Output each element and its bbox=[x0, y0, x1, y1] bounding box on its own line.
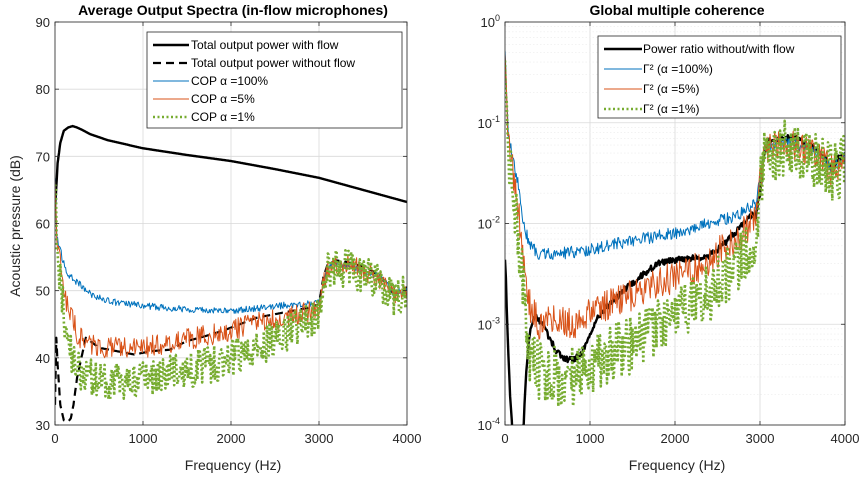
right-chart-legend-label-2: Γ² (α =5%) bbox=[643, 82, 700, 96]
left-chart-legend-label-2: COP α =100% bbox=[191, 74, 268, 88]
left-chart-xtick-label: 1000 bbox=[129, 431, 158, 446]
left-chart-series-line-3 bbox=[55, 181, 407, 359]
left-chart-series-line-0 bbox=[55, 124, 407, 211]
left-chart-xtick-label: 3000 bbox=[305, 431, 334, 446]
left-chart: Average Output Spectra (in-flow micropho… bbox=[7, 2, 421, 473]
right-chart-ytick-base: 10 bbox=[478, 418, 492, 433]
left-chart-legend-label-4: COP α =1% bbox=[191, 110, 255, 124]
right-chart-ytick-label: 10-2 bbox=[478, 215, 500, 232]
right-chart-legend-label-3: Γ² (α =1%) bbox=[643, 102, 700, 116]
left-chart-legend-label-3: COP α =5% bbox=[191, 92, 255, 106]
left-chart-legend-label-1: Total output power without flow bbox=[191, 56, 355, 70]
left-chart-legend-label-0: Total output power with flow bbox=[191, 38, 339, 52]
right-chart-ytick-exponent: -1 bbox=[492, 114, 500, 124]
left-chart-legend-box bbox=[146, 31, 403, 129]
right-chart-ytick-label: 10-3 bbox=[478, 315, 500, 332]
left-chart-ytick-label: 40 bbox=[36, 351, 50, 366]
left-chart-xlabel: Frequency (Hz) bbox=[185, 457, 281, 473]
left-chart-xtick-label: 4000 bbox=[393, 431, 422, 446]
right-chart-legend-label-1: Γ² (α =100%) bbox=[643, 62, 713, 76]
right-chart-ytick-exponent: 0 bbox=[495, 13, 500, 23]
right-chart-series-group bbox=[505, 50, 845, 425]
left-chart-ytick-label: 30 bbox=[36, 418, 50, 433]
left-chart-ytick-label: 80 bbox=[36, 82, 50, 97]
left-chart-title: Average Output Spectra (in-flow micropho… bbox=[78, 2, 388, 18]
left-chart-ytick-label: 70 bbox=[36, 149, 50, 164]
left-chart-series-group bbox=[55, 124, 407, 423]
right-chart-xtick-label: 4000 bbox=[831, 431, 860, 446]
right-chart-ytick-exponent: -3 bbox=[492, 315, 500, 325]
right-chart-legend-label-0: Power ratio without/with flow bbox=[643, 42, 795, 56]
right-chart-legend: Power ratio without/with flow Γ² (α =100%… bbox=[597, 35, 842, 119]
left-chart-ytick-label: 60 bbox=[36, 217, 50, 232]
right-chart-ytick-base: 10 bbox=[481, 15, 495, 30]
right-chart-ytick-base: 10 bbox=[478, 116, 492, 131]
right-chart-ytick-exponent: -4 bbox=[492, 416, 500, 426]
right-chart-xlabel: Frequency (Hz) bbox=[629, 457, 725, 473]
right-chart-xtick-label: 0 bbox=[501, 431, 508, 446]
right-chart-xtick-label: 1000 bbox=[576, 431, 605, 446]
left-chart-xtick-label: 2000 bbox=[217, 431, 246, 446]
left-chart-legend: Total output power with flow Total output… bbox=[146, 31, 403, 129]
right-chart-series-line-3 bbox=[505, 60, 845, 408]
right-chart-xtick-label: 2000 bbox=[661, 431, 690, 446]
left-chart-series-line-4 bbox=[55, 184, 407, 402]
right-chart-ytick-base: 10 bbox=[478, 317, 492, 332]
right-chart-title: Global multiple coherence bbox=[589, 2, 764, 18]
right-chart-series-line-0 bbox=[505, 134, 845, 425]
right-chart-ytick-label: 100 bbox=[481, 13, 500, 30]
right-chart-ytick-base: 10 bbox=[478, 217, 492, 232]
left-chart-ytick-label: 50 bbox=[36, 284, 50, 299]
right-chart-ytick-label: 10-1 bbox=[478, 114, 500, 131]
right-chart: Global multiple coherence Frequency (Hz)… bbox=[478, 2, 860, 473]
right-chart-series-line-1 bbox=[505, 50, 845, 260]
left-chart-ylabel: Acoustic pressure (dB) bbox=[7, 155, 23, 297]
left-chart-xtick-label: 0 bbox=[51, 431, 58, 446]
right-chart-ytick-exponent: -2 bbox=[492, 215, 500, 225]
right-chart-xtick-label: 3000 bbox=[746, 431, 775, 446]
left-chart-ytick-label: 90 bbox=[36, 15, 50, 30]
right-chart-ytick-label: 10-4 bbox=[478, 416, 500, 433]
